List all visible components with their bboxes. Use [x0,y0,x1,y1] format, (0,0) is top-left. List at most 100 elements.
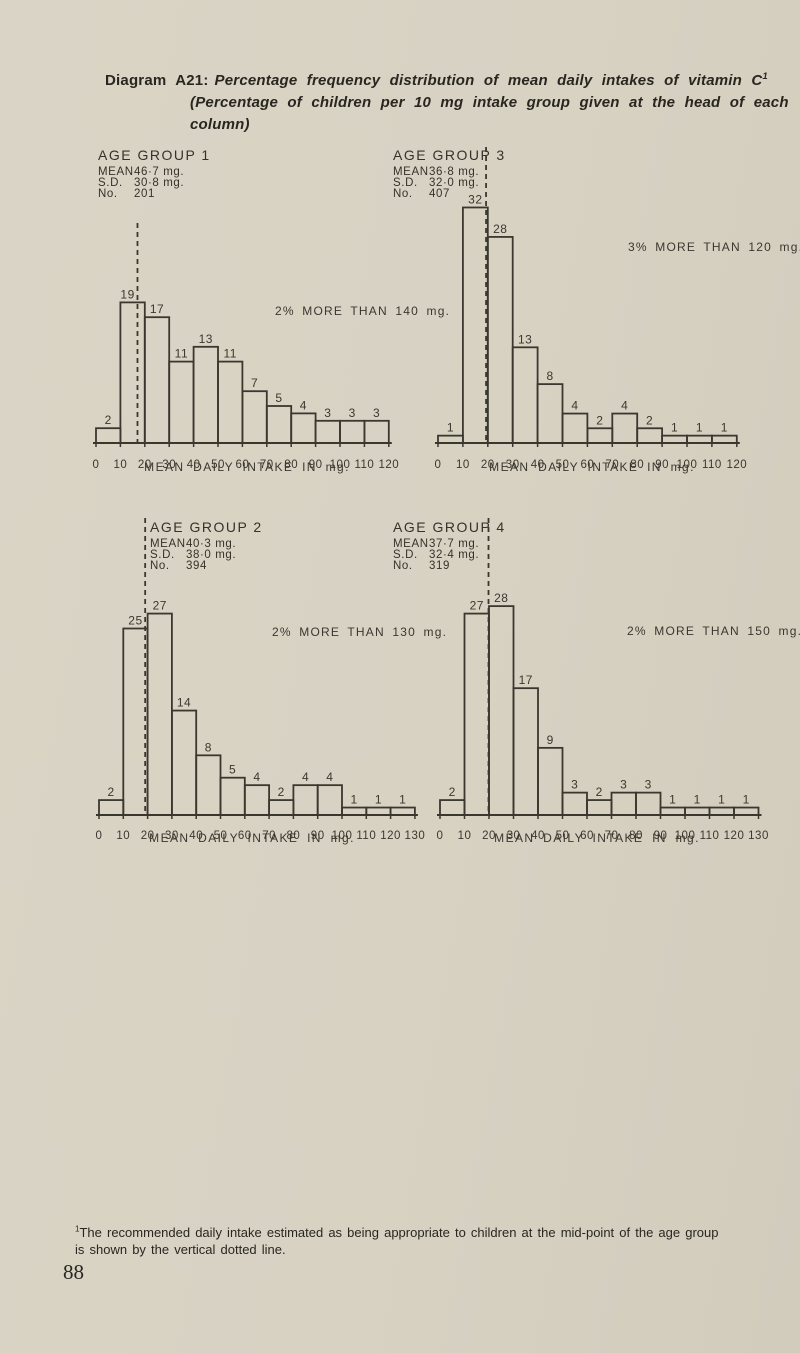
diagram-title-text: Percentage frequency distribution of mea… [214,72,763,89]
axis-tick-label: 130 [405,830,426,842]
histogram-bar [488,605,515,816]
stat-row-mean: MEAN40·3 mg. [150,538,237,550]
bar-value-label: 1 [696,421,703,435]
histogram-bar [635,791,662,816]
bar-value-label: 1 [399,793,406,807]
bar-value-label: 2 [596,413,603,427]
bar-value-label: 13 [199,332,213,346]
footnote-marker: 1 [75,1224,80,1234]
page-number: 88 [63,1260,84,1284]
histogram-bar [711,434,738,444]
x-axis-title: MEAN DAILY INTAKE IN mg. [144,460,350,474]
age-group-4-title: AGE GROUP 4 [393,519,506,535]
bar-value-label: 2 [449,785,456,799]
bar-value-label: 2 [646,413,653,427]
axis-tick-label: 0 [437,830,444,842]
bar-value-label: 3 [324,406,331,420]
histogram-bar [561,412,589,444]
bar-value-label: 2 [105,413,112,427]
histogram-bar [439,799,466,816]
overflow-annotation: 2% MORE THAN 140 mg. [275,304,450,318]
axis-tick-label: 80 [287,830,301,842]
overflow-annotation: 2% MORE THAN 130 mg. [272,625,447,639]
age-group-3-title: AGE GROUP 3 [393,147,506,163]
histogram-bar [292,784,319,816]
axis-tick-label: 50 [211,459,225,471]
histogram-bar [733,806,760,816]
stat-row-no: No. 394 [150,560,207,572]
bar-value-label: 1 [351,793,358,807]
bar-value-label: 27 [153,599,167,613]
axis-tick-label: 130 [748,830,769,842]
axis-tick-label: 100 [677,459,698,471]
axis-tick-label: 100 [675,830,696,842]
axis-tick-label: 90 [654,830,668,842]
histogram-bar [316,784,343,816]
bar-value-label: 14 [177,696,191,710]
histogram-bar [661,434,688,444]
bar-value-label: 28 [494,591,508,605]
axis-tick-label: 50 [556,830,570,842]
histogram-bar [290,412,317,444]
axis-tick-label: 40 [531,459,545,471]
axis-tick-label: 50 [214,830,228,842]
bar-value-label: 1 [718,793,725,807]
histogram-bar [659,806,686,816]
stat-row-sd: S.D. 32·4 mg. [393,549,480,561]
histogram-bar [265,405,293,444]
bar-value-label: 8 [546,369,553,383]
bar-value-label: 11 [223,347,236,361]
overflow-annotation: 2% MORE THAN 150 mg. [627,624,800,638]
axis-tick-label: 120 [380,830,401,842]
axis-tick-label: 10 [114,459,128,471]
bar-value-label: 8 [205,740,212,754]
bar-value-label: 1 [375,793,382,807]
bar-value-label: 1 [743,793,750,807]
age-group-4-header: AGE GROUP 4 MEAN37·7 mg. S.D. 32·4 mg. No… [393,519,506,572]
histogram-bar [122,627,149,816]
histogram-bar [243,784,271,816]
histogram-bar [708,806,735,816]
histogram-bar [217,360,244,444]
axis-tick-label: 70 [262,830,276,842]
axis-tick-label: 60 [580,830,594,842]
bar-value-label: 1 [671,421,678,435]
histogram-bar [511,346,539,444]
histogram-bar [170,709,198,816]
diagram-title: Diagram A21: Percentage frequency distrib… [105,70,795,136]
axis-tick-label: 80 [630,459,644,471]
bar-value-label: 2 [108,785,115,799]
bar-value-label: 27 [470,599,484,613]
axis-tick-label: 70 [605,830,619,842]
histogram-bar [561,791,588,816]
axis-tick-label: 30 [507,830,521,842]
axis-tick-label: 20 [141,830,155,842]
bar-value-label: 5 [229,763,236,777]
histogram-bar [119,301,146,444]
stat-row-mean: MEAN37·7 mg. [393,538,480,550]
axis-tick-label: 30 [506,459,520,471]
axis-tick-label: 0 [96,830,103,842]
axis-tick-label: 100 [330,459,351,471]
histogram-bar [314,419,341,444]
axis-tick-label: 60 [238,830,252,842]
bar-value-label: 4 [300,398,307,412]
axis-tick-label: 110 [356,830,376,842]
axis-tick-label: 0 [93,459,100,471]
bar-value-label: 11 [175,347,188,361]
axis-tick-label: 40 [187,459,201,471]
bar-value-label: 1 [721,421,728,435]
age-group-3-header: AGE GROUP 3 MEAN36·8 mg. S.D. 32·0 mg. No… [393,147,506,200]
bar-value-label: 25 [128,614,142,628]
diagram-title-line1: Diagram A21: Percentage frequency distrib… [105,70,795,92]
axis-tick-label: 10 [116,830,130,842]
x-axis-title: MEAN DAILY INTAKE IN mg. [149,831,355,845]
axis-tick-label: 70 [605,459,619,471]
histogram-bar [146,612,173,816]
bar-value-label: 3 [349,406,356,420]
age-group-1-header: AGE GROUP 1 MEAN46·7 mg. S.D. 30·8 mg. No… [98,147,211,200]
bar-value-label: 19 [120,287,134,301]
overflow-annotation: 3% MORE THAN 120 mg. [628,240,800,254]
bar-value-label: 4 [253,770,260,784]
